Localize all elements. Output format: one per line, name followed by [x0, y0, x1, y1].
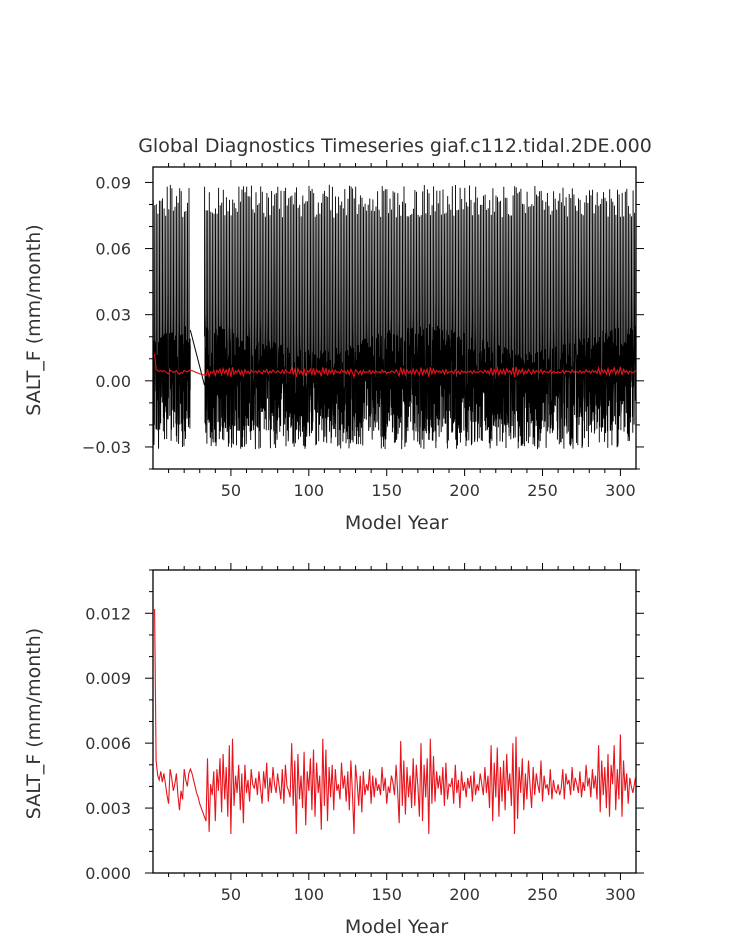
- y-axis-label: SALT_F (mm/month): [23, 628, 45, 819]
- x-axis-label: Model Year: [345, 512, 449, 534]
- chart-title: Global Diagnostics Timeseries giaf.c112.…: [138, 135, 652, 157]
- y-tick-label: −0.03: [82, 438, 131, 457]
- x-tick-label: 200: [449, 885, 480, 904]
- y-tick-label: 0.03: [95, 306, 131, 325]
- x-tick-label: 300: [605, 885, 636, 904]
- plot-area: [154, 608, 636, 835]
- y-tick-label: 0.06: [95, 240, 131, 259]
- annual-mean-series-line: [154, 608, 636, 835]
- y-axis-label: SALT_F (mm/month): [23, 224, 45, 415]
- y-tick-label: 0.006: [85, 734, 131, 753]
- y-tick-label: 0.00: [95, 372, 131, 391]
- y-tick-label: 0.09: [95, 173, 131, 192]
- x-tick-label: 50: [221, 481, 241, 500]
- x-tick-label: 100: [294, 481, 325, 500]
- x-tick-label: 200: [449, 481, 480, 500]
- monthly-series-line-segment-2: [204, 184, 636, 450]
- y-tick-label: 0.012: [85, 604, 131, 623]
- y-tick-label: 0.009: [85, 669, 131, 688]
- monthly-series-line-segment-1: [153, 184, 191, 449]
- x-tick-label: 250: [527, 481, 558, 500]
- y-tick-label: 0.000: [85, 864, 131, 883]
- x-tick-label: 50: [221, 885, 241, 904]
- gap-connector-line: [189, 329, 205, 386]
- panel-bottom: 50 100 150 200 250 300 0.000 0.003 0.006 0.009 0.0…: [23, 563, 644, 938]
- y-tick-label: 0.003: [85, 799, 131, 818]
- x-tick-label: 150: [371, 481, 402, 500]
- x-tick-label: 100: [294, 885, 325, 904]
- panel-top: 50 100 150 200 250 300 −0.03 0.00 0.03 0.06 0.09 Mo…: [23, 160, 644, 534]
- x-axis-label: Model Year: [345, 916, 449, 938]
- annual-mean-series-line: [154, 353, 636, 379]
- x-tick-label: 250: [527, 885, 558, 904]
- x-tick-label: 150: [371, 885, 402, 904]
- plot-area: [153, 184, 636, 450]
- x-tick-label: 300: [605, 481, 636, 500]
